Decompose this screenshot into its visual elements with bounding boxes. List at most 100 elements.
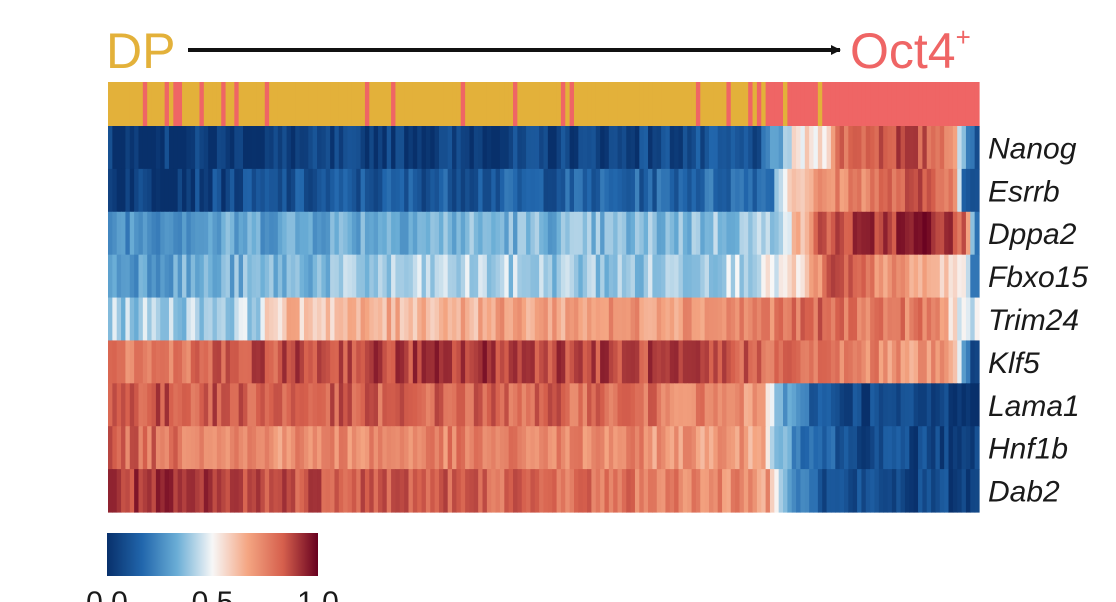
annotation-cell — [321, 82, 327, 127]
annotation-cell — [303, 82, 309, 127]
heatmap-cell — [573, 469, 579, 513]
heatmap-cell — [913, 297, 919, 342]
heatmap-cell — [112, 383, 118, 427]
heatmap-cell — [129, 383, 135, 427]
heatmap-cell — [112, 211, 118, 256]
heatmap-cell — [870, 297, 876, 342]
heatmap-cell — [774, 426, 780, 470]
heatmap-cell — [569, 340, 575, 384]
heatmap-cell — [486, 168, 492, 213]
heatmap-cell — [648, 383, 653, 427]
heatmap-cell — [264, 254, 270, 299]
heatmap-cell — [748, 211, 754, 256]
heatmap-cell — [190, 126, 196, 170]
annotation-cell — [578, 82, 584, 127]
heatmap-cell — [687, 168, 693, 213]
heatmap-cell — [386, 126, 392, 170]
heatmap-cell — [277, 469, 283, 513]
heatmap-cell — [478, 211, 484, 256]
heatmap-cell — [378, 254, 383, 299]
heatmap-cell — [212, 383, 218, 427]
heatmap-cell — [717, 426, 723, 470]
heatmap-cell — [674, 297, 680, 342]
heatmap-cell — [317, 126, 322, 170]
heatmap-cell — [948, 297, 954, 342]
heatmap-cell — [774, 211, 780, 256]
heatmap-cell — [931, 383, 937, 427]
heatmap-cell — [743, 383, 749, 427]
heatmap-cell — [195, 168, 201, 213]
heatmap-cell — [769, 211, 775, 256]
heatmap-cell — [922, 126, 928, 170]
heatmap-cell — [373, 297, 379, 342]
heatmap-cell — [965, 168, 971, 213]
heatmap-cell — [661, 211, 667, 256]
heatmap-cell — [460, 426, 466, 470]
heatmap-cell — [556, 383, 562, 427]
heatmap-cell — [382, 297, 388, 342]
heatmap-cell — [521, 383, 527, 427]
annotation-cell — [870, 82, 876, 127]
heatmap-cell — [674, 426, 680, 470]
heatmap-cell — [164, 126, 170, 170]
heatmap-cell — [582, 168, 588, 213]
heatmap-cell — [539, 383, 545, 427]
heatmap-cell — [656, 211, 662, 256]
heatmap-cell — [526, 383, 532, 427]
heatmap-cell — [234, 211, 240, 256]
heatmap-cell — [177, 168, 183, 213]
trajectory-end-label: Oct4+ — [850, 22, 971, 79]
heatmap-cell — [273, 211, 279, 256]
heatmap-cell — [591, 340, 597, 384]
heatmap-cell — [173, 126, 179, 170]
heatmap-cell — [125, 340, 131, 384]
heatmap-cell — [578, 168, 584, 213]
heatmap-cell — [134, 426, 140, 470]
heatmap-cell — [582, 469, 588, 513]
heatmap-cell — [360, 383, 366, 427]
heatmap-cell — [791, 126, 797, 170]
heatmap-cell — [364, 211, 370, 256]
heatmap-cell — [325, 297, 331, 342]
annotation-cell — [456, 82, 462, 127]
heatmap-cell — [826, 254, 832, 299]
heatmap-cell — [478, 469, 484, 513]
heatmap-cell — [661, 426, 667, 470]
heatmap-cell — [643, 340, 649, 384]
annotation-cell — [282, 82, 288, 127]
heatmap-cell — [861, 254, 867, 299]
heatmap-cell — [513, 126, 518, 170]
heatmap-cell — [247, 340, 253, 384]
heatmap-cell — [573, 297, 579, 342]
heatmap-cell — [186, 469, 192, 513]
heatmap-cell — [330, 297, 336, 342]
heatmap-cell — [504, 168, 510, 213]
heatmap-cell — [229, 168, 235, 213]
heatmap-cell — [844, 168, 849, 213]
gene-label: Dppa2 — [988, 218, 1077, 251]
annotation-cell — [608, 82, 614, 127]
annotation-cell — [813, 82, 819, 127]
heatmap-cell — [648, 168, 653, 213]
heatmap-cell — [539, 426, 545, 470]
annotation-cell — [918, 82, 923, 127]
annotation-cell — [155, 82, 161, 127]
heatmap-cell — [469, 211, 475, 256]
heatmap-cell — [321, 297, 327, 342]
heatmap-cell — [247, 211, 253, 256]
heatmap-cell — [717, 340, 723, 384]
heatmap-cell — [221, 426, 227, 470]
heatmap-cell — [177, 126, 183, 170]
heatmap-cell — [778, 254, 784, 299]
heatmap-cell — [595, 168, 601, 213]
heatmap-cell — [735, 426, 741, 470]
heatmap-cell — [552, 469, 558, 513]
heatmap-cell — [804, 383, 810, 427]
heatmap-cell — [465, 426, 471, 470]
heatmap-cell — [774, 383, 780, 427]
heatmap-cell — [883, 168, 889, 213]
heatmap-cell — [456, 426, 462, 470]
heatmap-cell — [778, 426, 784, 470]
heatmap-cell — [134, 168, 140, 213]
